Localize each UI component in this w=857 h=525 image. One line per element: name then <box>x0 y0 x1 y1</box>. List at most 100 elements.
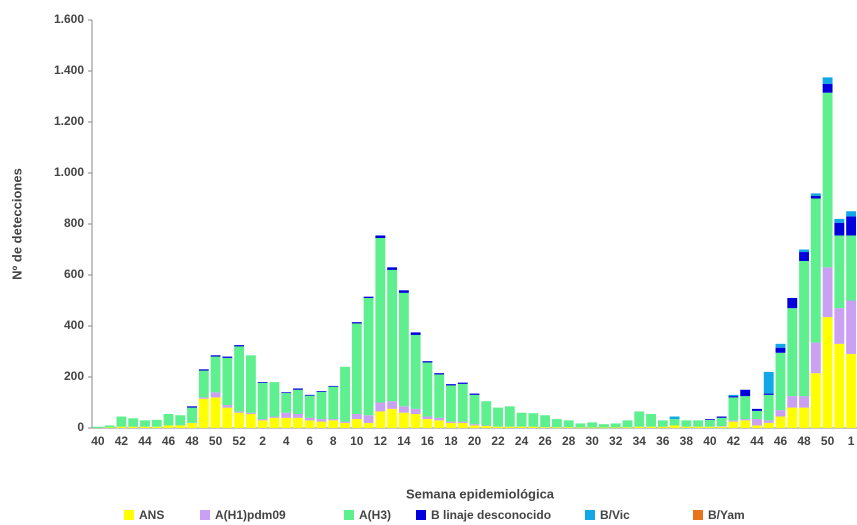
bar-segment <box>410 332 421 335</box>
bar-segment <box>210 356 221 393</box>
bar-segment <box>493 407 503 427</box>
bar-segment <box>740 419 751 421</box>
bar-segment <box>363 296 374 298</box>
bar-segment <box>657 420 668 427</box>
bar-segment <box>810 193 821 196</box>
legend-label: B/Vic <box>600 508 630 522</box>
bar-segment <box>422 419 433 428</box>
bar-segment <box>810 195 821 199</box>
bar-segment <box>469 424 480 426</box>
bar-segment <box>375 402 386 412</box>
x-tick-label: 6 <box>306 434 313 448</box>
bar-segment <box>281 417 292 428</box>
x-tick-label: 36 <box>656 434 670 448</box>
bar-segment <box>846 354 857 428</box>
bar-segment <box>234 412 245 428</box>
bar-segment <box>551 419 562 428</box>
bar-segment <box>351 322 362 324</box>
bar-segment <box>610 423 621 428</box>
x-tick-label: 24 <box>515 434 529 448</box>
x-tick-label: 32 <box>609 434 623 448</box>
y-tick-label: 0 <box>77 420 84 434</box>
x-tick-label: 44 <box>138 434 152 448</box>
bar-segment <box>128 426 139 428</box>
bar-segment <box>693 426 704 428</box>
bar-segment <box>410 413 421 428</box>
bar-segment <box>222 356 233 358</box>
bar-segment <box>810 342 821 374</box>
bar-segment <box>387 267 398 270</box>
y-tick-label: 1.200 <box>54 114 84 128</box>
legend-swatch <box>200 510 210 520</box>
bar-segment <box>728 397 739 421</box>
bar-segment <box>198 397 209 399</box>
bar-segment <box>540 427 551 428</box>
bar-segment <box>763 394 774 421</box>
bar-segment <box>740 396 751 420</box>
bar-segment <box>340 421 350 423</box>
bar-segment <box>646 426 656 428</box>
bar-segment <box>104 427 115 428</box>
bar-segment <box>457 421 468 423</box>
bar-segment <box>375 235 386 239</box>
y-tick-label: 800 <box>64 216 84 230</box>
bar-segment <box>457 382 468 384</box>
bar-segment <box>752 425 762 428</box>
legend-swatch <box>585 510 595 520</box>
bar-segment <box>140 426 150 428</box>
bar-segment <box>846 300 857 355</box>
bar-segment <box>245 413 256 428</box>
x-tick-label: 2 <box>259 434 266 448</box>
bar-segment <box>587 427 598 428</box>
bar-segment <box>575 423 586 428</box>
legend-label: B linaje desconocido <box>431 508 551 522</box>
bar-segment <box>398 406 409 413</box>
bar-segment <box>716 426 727 427</box>
x-tick-label: 44 <box>750 434 764 448</box>
x-tick-label: 28 <box>562 434 576 448</box>
bar-segment <box>716 416 727 418</box>
bar-segment <box>822 317 833 428</box>
bar-segment <box>198 398 209 428</box>
bar-segment <box>681 426 692 428</box>
bar-segment <box>234 345 245 347</box>
bar-segment <box>351 413 362 420</box>
bar-segment <box>822 92 833 268</box>
x-tick-label: 10 <box>350 434 364 448</box>
bar-segment <box>398 412 409 428</box>
bar-segment <box>351 419 362 428</box>
bar-segment <box>151 419 162 427</box>
bar-segment <box>234 411 245 413</box>
bar-segment <box>234 346 245 412</box>
bar-segment <box>799 249 809 253</box>
x-tick-label: 50 <box>209 434 223 448</box>
bar-segment <box>304 420 315 428</box>
bar-segment <box>834 308 845 344</box>
x-tick-label: 14 <box>397 434 411 448</box>
bar-segment <box>622 427 633 428</box>
bar-segment <box>728 396 739 398</box>
bar-segment <box>481 425 492 426</box>
bar-segment <box>834 343 845 428</box>
bar-segment <box>316 419 327 422</box>
bar-segment <box>269 417 280 428</box>
bar-segment <box>398 292 409 407</box>
bar-segment <box>775 343 786 348</box>
bar-segment <box>752 419 762 426</box>
x-tick-label: 18 <box>444 434 458 448</box>
bar-segment <box>752 408 762 411</box>
bar-segment <box>622 420 633 428</box>
bar-segment <box>775 347 786 353</box>
bar-segment <box>457 422 468 428</box>
bar-segment <box>822 83 833 93</box>
x-tick-label: 50 <box>821 434 835 448</box>
x-tick-label: 8 <box>330 434 337 448</box>
bar-segment <box>763 420 774 423</box>
bar-segment <box>446 422 456 428</box>
bar-segment <box>363 422 374 428</box>
legend-label: A(H1)pdm09 <box>215 508 286 522</box>
bar-segment <box>799 407 809 428</box>
bar-segment <box>328 386 339 420</box>
bar-segment <box>563 420 574 428</box>
bar-segment <box>740 389 751 397</box>
